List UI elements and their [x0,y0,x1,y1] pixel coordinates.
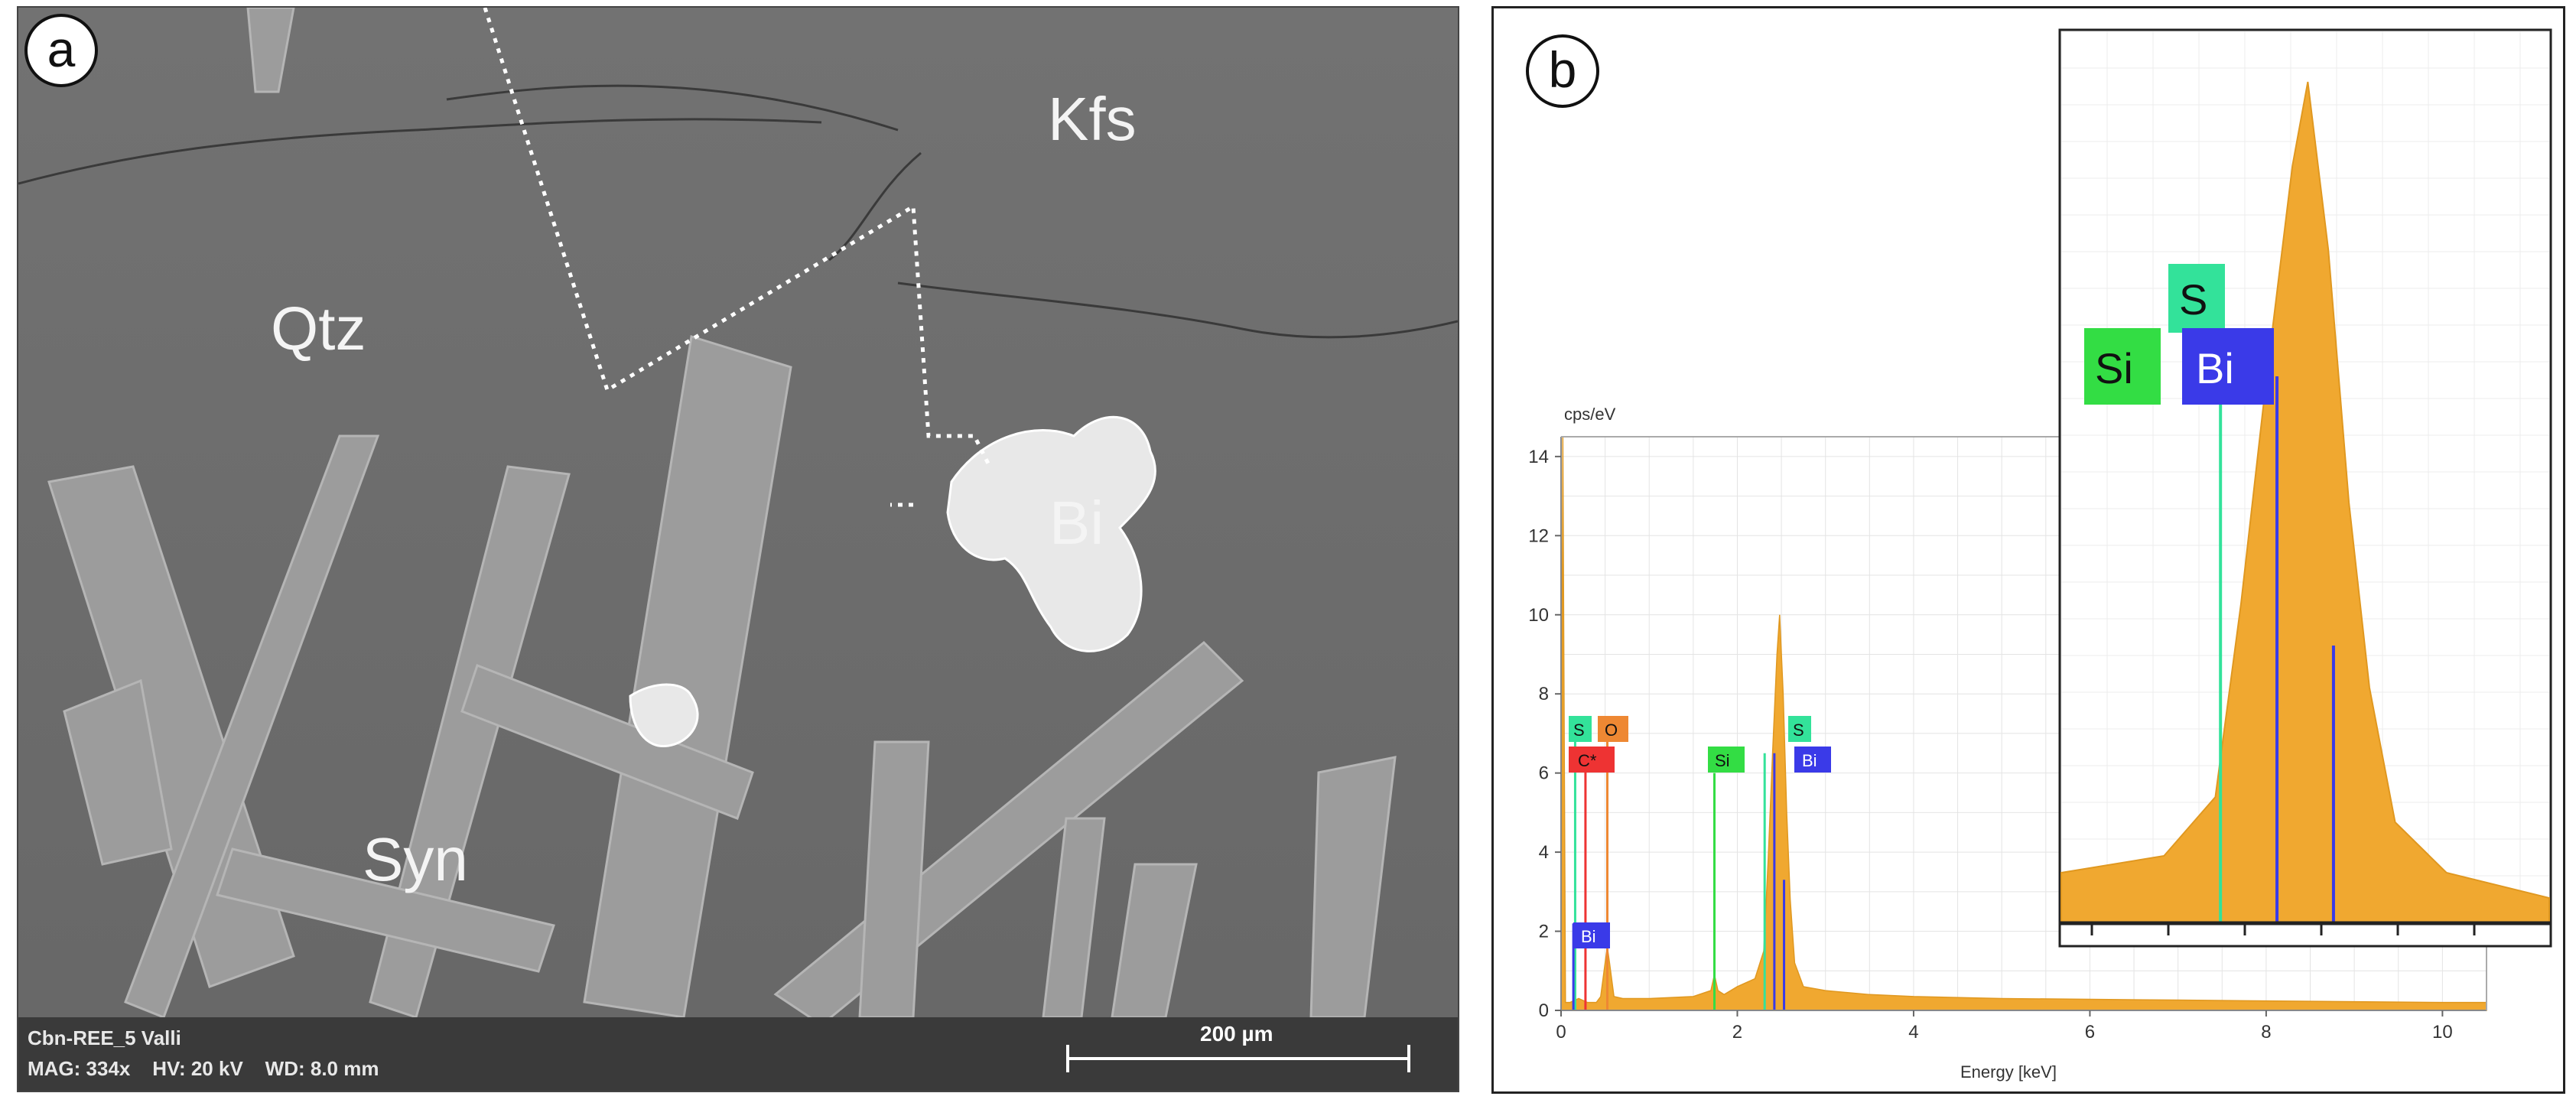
y-tick-label: 8 [1539,684,1549,704]
acquisition-parameters: MAG: 334x HV: 20 kV WD: 8.0 mm [28,1057,379,1080]
peak-label-s-bg [1788,716,1811,742]
sem-info-bar: Cbn-REE_5 Valli MAG: 334x HV: 20 kV WD: … [18,1017,1458,1091]
label-bi: Bi [1049,489,1104,557]
peak-label-bi-bg [1794,747,1831,773]
label-syn: Syn [363,825,468,893]
x-tick-label: 4 [1908,1022,1918,1043]
y-tick-label: 12 [1528,525,1549,546]
peak-label-o: O [1605,721,1618,740]
x-axis-label: Energy [keV] [1960,1062,2057,1082]
peak-label-si-bg [1708,747,1745,773]
x-tick-label: 10 [2432,1022,2453,1043]
peak-label-bi: Bi [1802,751,1817,770]
x-tick-label: 8 [2261,1022,2271,1043]
panel-letter-a: a [24,14,98,87]
inset-label-bi: Bi [2196,344,2234,392]
inset-label-s-bg [2168,264,2225,333]
inset-label-si-bg [2084,328,2161,405]
label-qtz: Qtz [271,294,366,363]
scale-bar [1066,1057,1410,1060]
y-tick-label: 4 [1539,842,1549,863]
cracks [18,84,1458,339]
y-tick-label: 10 [1528,605,1549,626]
eds-spectrum-chart: 0 2 4 6 8 10 12 14 0 2 4 6 8 10 cps/eV Energy [keV] S… [1528,28,2552,1082]
scale-bar-right-tick [1407,1045,1410,1072]
peak-label-c-bg [1569,747,1615,773]
spectrum-area [1560,436,2487,1011]
peak-label-s-low-bg [1569,716,1592,742]
inset-zoom: S Si Bi [2058,28,2552,948]
inset-spectrum-area [2060,81,2550,924]
y-tick-label: 0 [1539,1000,1549,1021]
scale-bar-label: 200 µm [1200,1022,1273,1046]
peak-label-o-bg [1598,716,1628,742]
y-axis-label: cps/eV [1564,405,1616,424]
peak-label-bi-low-bg [1573,922,1610,948]
x-tick-label: 0 [1556,1022,1566,1043]
peak-label-s-low: S [1573,721,1585,740]
label-kfs: Kfs [1048,85,1137,153]
y-tick-label: 2 [1539,922,1549,942]
peak-label-bi-low: Bi [1581,927,1596,946]
y-tick-label: 6 [1539,763,1549,784]
inset-label-s: S [2179,275,2207,324]
peak-label-c: C* [1578,751,1597,770]
sem-micrograph [18,8,1458,1091]
bismuth-grain [629,415,1156,748]
y-tick-label: 14 [1528,447,1549,467]
panel-letter-b: b [1526,34,1599,108]
scale-bar-left-tick [1066,1045,1069,1072]
peak-label-s: S [1793,721,1804,740]
inset-label-si: Si [2095,344,2133,392]
sem-image-panel: a Kfs Qtz Bi Syn Cbn-REE_5 Valli MAG: 33… [17,6,1459,1092]
grain-boundary-dotted [483,8,992,507]
x-tick-label: 6 [2085,1022,2095,1043]
peak-label-si: Si [1715,751,1730,770]
eds-spectrum-panel: b 0 2 4 6 8 10 12 14 0 2 4 6 8 10 cps/eV Energy [keV]… [1491,6,2565,1094]
x-tick-label: 2 [1732,1022,1742,1043]
main-peak-labels: S O C* Si S Bi Bi [1569,716,1831,948]
inset-label-bi-bg [2182,328,2274,405]
sample-name: Cbn-REE_5 Valli [28,1026,181,1049]
